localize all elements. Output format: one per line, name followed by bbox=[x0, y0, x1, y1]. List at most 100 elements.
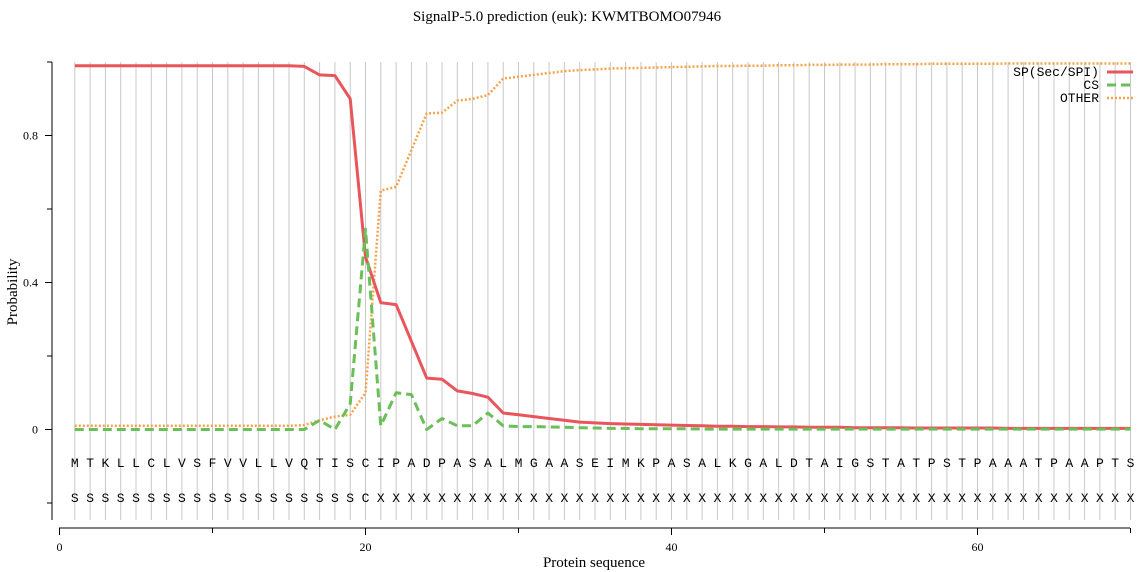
residue-label: S bbox=[224, 491, 232, 506]
residue-letter: G bbox=[851, 456, 859, 471]
x-axis: 0 20 40 60 bbox=[57, 527, 1131, 554]
residue-letter: M bbox=[71, 456, 79, 471]
residue-label: X bbox=[1050, 491, 1058, 506]
residue-letter: G bbox=[744, 456, 752, 471]
residue-label: X bbox=[866, 491, 874, 506]
residue-label: X bbox=[958, 491, 966, 506]
residue-label: S bbox=[254, 491, 262, 506]
series-lines bbox=[74, 62, 1131, 431]
residue-letter: S bbox=[1127, 456, 1135, 471]
residue-label: X bbox=[759, 491, 767, 506]
residue-label: X bbox=[668, 491, 676, 506]
residue-label: S bbox=[331, 491, 339, 506]
residue-label: X bbox=[1004, 491, 1012, 506]
x-tick-label: 40 bbox=[666, 540, 678, 554]
residue-label: X bbox=[499, 491, 507, 506]
residue-letter: V bbox=[224, 456, 232, 471]
residue-letter: A bbox=[484, 456, 492, 471]
residue-letter: A bbox=[545, 456, 553, 471]
residue-label: X bbox=[729, 491, 737, 506]
residue-letter: P bbox=[974, 456, 982, 471]
residue-letter: P bbox=[392, 456, 400, 471]
residue-label: X bbox=[912, 491, 920, 506]
residue-letter: D bbox=[790, 456, 798, 471]
residue-letter: F bbox=[209, 456, 217, 471]
residue-letter: I bbox=[377, 456, 385, 471]
residue-label: X bbox=[698, 491, 706, 506]
residue-label: X bbox=[851, 491, 859, 506]
x-axis-label: Protein sequence bbox=[543, 555, 645, 571]
residue-letter: T bbox=[1111, 456, 1119, 471]
residue-label: S bbox=[117, 491, 125, 506]
residue-letter: A bbox=[897, 456, 905, 471]
residue-letter: S bbox=[193, 456, 201, 471]
residue-label: X bbox=[974, 491, 982, 506]
residue-label: X bbox=[1065, 491, 1073, 506]
residue-letter: A bbox=[453, 456, 461, 471]
series-line-cs bbox=[74, 227, 1131, 431]
residue-letter: T bbox=[805, 456, 813, 471]
legend-label: OTHER bbox=[1060, 91, 1099, 106]
residue-label: X bbox=[453, 491, 461, 506]
residue-label: S bbox=[178, 491, 186, 506]
residue-letter: S bbox=[866, 456, 874, 471]
residue-letter: G bbox=[530, 456, 538, 471]
y-axis-label: Probability bbox=[5, 258, 21, 325]
residue-label: C bbox=[362, 491, 370, 506]
residue-letter: I bbox=[606, 456, 614, 471]
residue-label: X bbox=[637, 491, 645, 506]
residue-label: X bbox=[438, 491, 446, 506]
residue-label: X bbox=[989, 491, 997, 506]
residue-label: S bbox=[239, 491, 247, 506]
x-tick-label: 20 bbox=[360, 540, 372, 554]
residue-letter: L bbox=[132, 456, 140, 471]
residue-label: X bbox=[1035, 491, 1043, 506]
residue-label: S bbox=[346, 491, 354, 506]
chart-title: SignalP-5.0 prediction (euk): KWMTBOMO07… bbox=[413, 9, 722, 25]
residue-label: X bbox=[943, 491, 951, 506]
residue-letter: M bbox=[515, 456, 523, 471]
residue-letter: A bbox=[989, 456, 997, 471]
residue-label: X bbox=[392, 491, 400, 506]
residue-label: S bbox=[86, 491, 94, 506]
residue-label: X bbox=[836, 491, 844, 506]
legend-label: SP(Sec/SPI) bbox=[1013, 65, 1099, 80]
residue-label: X bbox=[469, 491, 477, 506]
residue-letter: S bbox=[943, 456, 951, 471]
residue-label: X bbox=[545, 491, 553, 506]
grid-lines bbox=[74, 62, 1131, 520]
residue-letter: L bbox=[713, 456, 721, 471]
residue-letter: P bbox=[1096, 456, 1104, 471]
residue-label: S bbox=[101, 491, 109, 506]
residue-letter: T bbox=[912, 456, 920, 471]
residue-label: S bbox=[285, 491, 293, 506]
residue-letter: T bbox=[1035, 456, 1043, 471]
residue-label: X bbox=[1127, 491, 1135, 506]
residue-letter: L bbox=[775, 456, 783, 471]
residue-letter: P bbox=[438, 456, 446, 471]
residue-label: X bbox=[591, 491, 599, 506]
residue-label: S bbox=[147, 491, 155, 506]
residue-label: S bbox=[132, 491, 140, 506]
residue-label: X bbox=[775, 491, 783, 506]
residue-letter: S bbox=[469, 456, 477, 471]
residue-label: S bbox=[71, 491, 79, 506]
residue-letter: C bbox=[362, 456, 370, 471]
residue-label: S bbox=[316, 491, 324, 506]
residue-label: X bbox=[606, 491, 614, 506]
residue-label: X bbox=[622, 491, 630, 506]
residue-letter: T bbox=[86, 456, 94, 471]
residue-label: S bbox=[193, 491, 201, 506]
residue-label: X bbox=[1096, 491, 1104, 506]
residue-label: S bbox=[209, 491, 217, 506]
residue-label: X bbox=[821, 491, 829, 506]
series-line-sp-sec-spi- bbox=[74, 64, 1131, 430]
residue-letter: I bbox=[836, 456, 844, 471]
residue-letter: L bbox=[117, 456, 125, 471]
residue-letter: S bbox=[346, 456, 354, 471]
y-axis: 0 0.4 0.8 bbox=[23, 61, 53, 520]
residue-letter: K bbox=[101, 456, 109, 471]
residue-letter: L bbox=[499, 456, 507, 471]
